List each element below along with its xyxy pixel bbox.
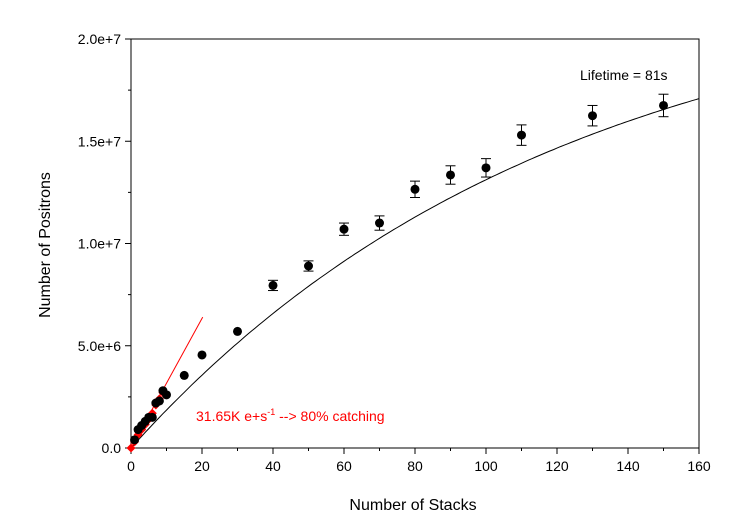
plot-area (130, 38, 700, 449)
data-point (154, 396, 164, 406)
black-series (130, 93, 669, 445)
x-tick-label: 160 (687, 458, 711, 474)
x-tick-label: 20 (194, 458, 210, 474)
rate-annotation-main: 31.65K e+s (196, 408, 267, 424)
data-point (517, 130, 526, 140)
data-point (410, 184, 420, 194)
y-axis-title: Number of Positrons (37, 172, 54, 318)
data-point (130, 435, 140, 445)
x-tick-label: 0 (127, 458, 135, 474)
y-tick-label: 1.0e+7 (78, 236, 121, 252)
data-point (339, 224, 349, 234)
data-point (481, 163, 491, 173)
x-axis: 0 20 40 60 80 100 120 140 160 (127, 448, 711, 474)
y-tick-label: 1.5e+7 (78, 133, 121, 149)
x-tick-label: 80 (407, 458, 423, 474)
red-data-point (126, 443, 136, 453)
data-point (375, 218, 384, 228)
fit-curve (130, 98, 700, 449)
x-tick-label: 140 (616, 458, 640, 474)
data-point (233, 326, 242, 336)
data-point (588, 111, 597, 121)
rate-annotation-sup: -1 (267, 407, 275, 417)
y-tick-label: 2.0e+7 (78, 31, 121, 47)
y-tick-label: 0.0 (102, 440, 122, 456)
x-axis-title: Number of Stacks (349, 497, 476, 514)
data-point (162, 390, 171, 400)
x-tick-label: 60 (336, 458, 352, 474)
x-tick-label: 100 (474, 458, 498, 474)
rate-annotation-tail: --> 80% catching (275, 408, 384, 424)
x-tick-label: 40 (265, 458, 281, 474)
data-point (147, 412, 157, 422)
y-axis: 0.0 5.0e+6 1.0e+7 1.5e+7 2.0e+7 (78, 31, 131, 456)
data-point (268, 280, 278, 290)
data-point (446, 170, 455, 180)
lifetime-annotation: Lifetime = 81s (580, 67, 668, 83)
rate-annotation: 31.65K e+s-1 --> 80% catching (196, 407, 385, 424)
data-point (179, 370, 189, 380)
data-point (304, 261, 313, 271)
x-tick-label: 120 (545, 458, 569, 474)
fit-curve-layer (130, 98, 700, 449)
y-tick-label: 5.0e+6 (78, 338, 121, 354)
data-point (197, 350, 207, 360)
plot-border (130, 38, 700, 449)
data-point (659, 100, 668, 110)
